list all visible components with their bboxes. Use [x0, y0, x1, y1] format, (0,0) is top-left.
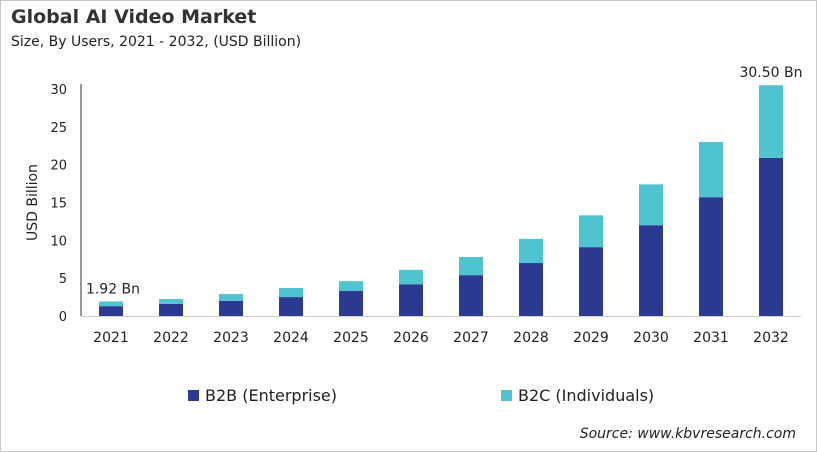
- bar-b2c-2022: [159, 298, 183, 304]
- legend-item-b2c: B2C (Individuals): [501, 386, 654, 405]
- legend-label-b2c: B2C (Individuals): [518, 386, 655, 405]
- legend-label-b2b: B2B (Enterprise): [205, 386, 338, 405]
- y-tick-label: 15: [50, 197, 67, 212]
- x-tick-label: 2032: [753, 330, 789, 346]
- y-axis-title: USD Billion: [25, 164, 41, 241]
- bar-b2c-2021: [99, 301, 123, 307]
- bar-b2b-2023: [219, 300, 243, 316]
- legend-swatch-b2c: [501, 390, 512, 401]
- chart-title: Global AI Video Market: [11, 6, 257, 28]
- data-label-2021: 1.92 Bn: [86, 281, 140, 297]
- x-tick-label: 2026: [393, 330, 429, 346]
- y-tick-label: 25: [50, 121, 67, 136]
- bar-b2c-2028: [519, 238, 543, 264]
- x-tick-label: 2025: [333, 330, 369, 346]
- y-tick-label: 30: [50, 83, 67, 98]
- bar-b2c-2026: [399, 269, 423, 285]
- bar-b2b-2027: [459, 275, 483, 316]
- bar-b2b-2031: [699, 197, 723, 316]
- bar-b2b-2030: [639, 225, 663, 316]
- y-tick-label: 20: [50, 159, 67, 174]
- x-tick-label: 2021: [93, 330, 129, 346]
- bar-b2c-2031: [699, 141, 723, 198]
- bar-b2c-2027: [459, 256, 483, 276]
- bar-b2c-2023: [219, 294, 243, 301]
- bar-b2c-2024: [279, 288, 303, 298]
- x-tick-label: 2029: [573, 330, 609, 346]
- bar-b2c-2030: [639, 184, 663, 226]
- bar-b2b-2024: [279, 297, 303, 316]
- bar-b2b-2021: [99, 306, 123, 316]
- y-tick-label: 5: [59, 272, 67, 287]
- bar-b2b-2028: [519, 263, 543, 316]
- x-tick-label: 2028: [513, 330, 549, 346]
- x-tick-label: 2027: [453, 330, 489, 346]
- data-label-2032: 30.50 Bn: [739, 65, 802, 81]
- bar-b2b-2025: [339, 291, 363, 316]
- bar-b2c-2029: [579, 215, 603, 248]
- bar-b2b-2022: [159, 303, 183, 316]
- bar-b2b-2032: [759, 157, 783, 316]
- source-note: Source: www.kbvresearch.com: [579, 426, 796, 442]
- y-tick-label: 10: [50, 234, 67, 249]
- bar-b2c-2032: [759, 85, 783, 158]
- x-tick-label: 2023: [213, 330, 249, 346]
- chart-subtitle: Size, By Users, 2021 - 2032, (USD Billio…: [11, 34, 302, 50]
- legend-swatch-b2b: [188, 390, 199, 401]
- bar-b2b-2029: [579, 247, 603, 316]
- x-tick-label: 2024: [273, 330, 309, 346]
- bar-b2c-2025: [339, 281, 363, 292]
- bar-b2b-2026: [399, 284, 423, 316]
- legend-item-b2b: B2B (Enterprise): [188, 386, 337, 405]
- y-tick-label: 0: [59, 310, 67, 325]
- x-tick-label: 2030: [633, 330, 669, 346]
- x-tick-label: 2022: [153, 330, 189, 346]
- x-tick-label: 2031: [693, 330, 729, 346]
